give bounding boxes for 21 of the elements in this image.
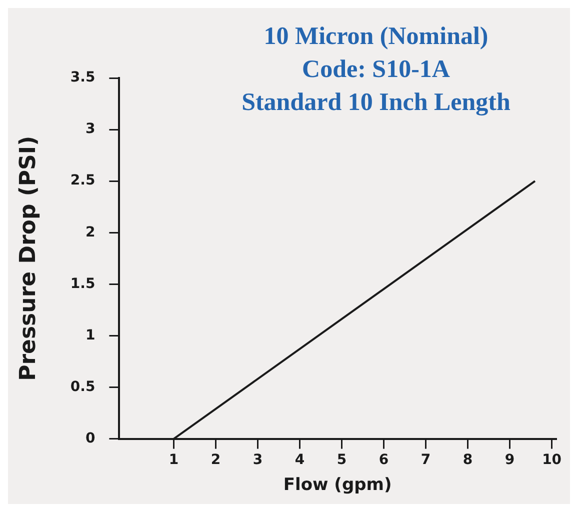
y-axis-title: Pressure Drop (PSI)	[16, 136, 41, 381]
y-tick-label: 0.5	[70, 378, 96, 395]
x-tick-label: 5	[336, 452, 347, 468]
y-tick-label: 3	[85, 121, 96, 138]
y-tick-label: 3.5	[70, 70, 96, 86]
x-axis-title: Flow (gpm)	[283, 475, 392, 496]
x-tick-label: 1	[168, 452, 179, 468]
x-tick-label: 10	[542, 452, 562, 468]
y-tick-label: 1.5	[70, 276, 96, 292]
x-tick-label: 3	[252, 452, 263, 468]
x-tick-label: 2	[210, 452, 221, 468]
y-tick-label: 1	[85, 327, 96, 344]
x-tick-label: 4	[294, 452, 305, 468]
y-tick-label: 0	[85, 430, 96, 446]
x-tick-label: 8	[462, 452, 473, 468]
x-tick-label: 9	[504, 452, 515, 468]
y-tick-label: 2	[85, 224, 96, 240]
x-tick-label: 7	[420, 452, 431, 468]
x-tick-label: 6	[378, 452, 389, 468]
y-tick-label: 2.5	[70, 172, 96, 189]
chart-title: 10 Micron (Nominal) Code: S10-1A Standard 10 Inch Length	[240, 22, 512, 118]
